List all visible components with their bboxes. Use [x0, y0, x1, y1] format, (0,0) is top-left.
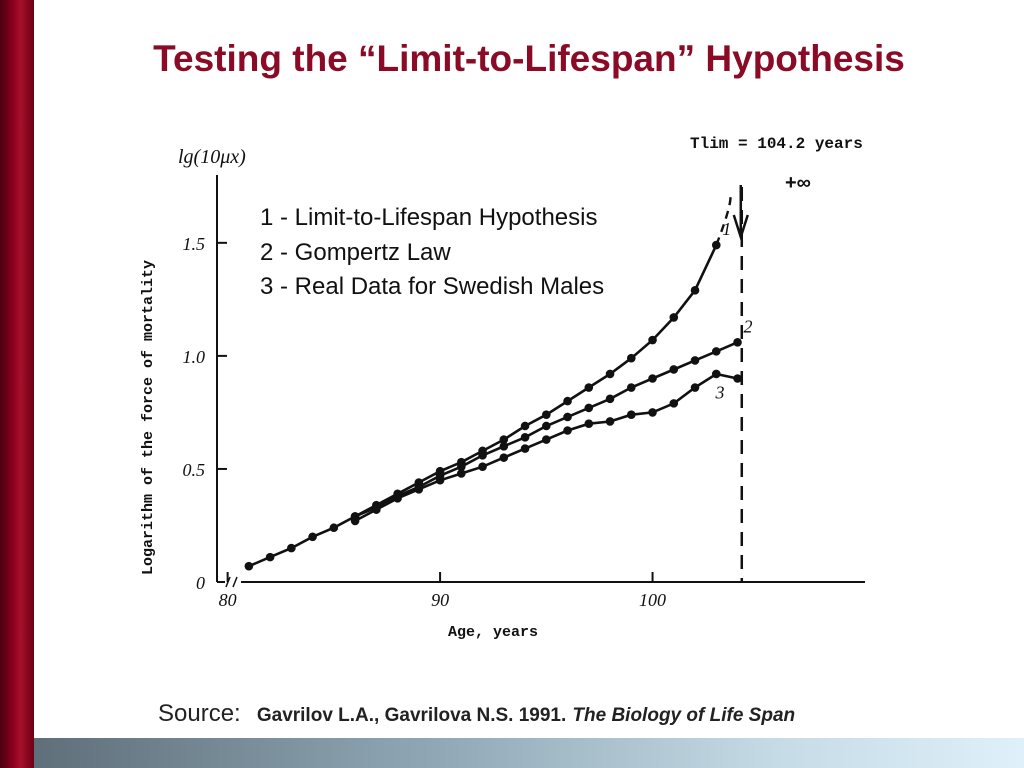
slide-bottom-accent-bar: [34, 738, 1024, 768]
series-2-line: [248, 341, 739, 568]
series-3-point: [626, 410, 636, 419]
series-1-point: [520, 421, 530, 431]
series-2-point: [733, 338, 742, 347]
series-3-point: [711, 369, 721, 379]
series-3-point: [542, 435, 551, 444]
series-2-point: [669, 365, 679, 374]
y-tick-label: 0.5: [183, 460, 206, 480]
chart-labels: lg(10μx) Logarithm of the force of morta…: [140, 135, 863, 641]
series-2-label: 2: [744, 316, 753, 336]
series-3-point: [372, 505, 381, 514]
series-3-line: [354, 372, 738, 523]
series-1-asymptote-dashed: [715, 192, 732, 246]
series-2-point: [287, 543, 296, 553]
series-1-point: [605, 369, 615, 379]
series-2-point: [542, 421, 551, 431]
legend-entry-2: 2 - Gompertz Law: [260, 239, 451, 266]
series-3-point: [563, 426, 572, 435]
series-1-point: [563, 396, 572, 406]
series-3-point: [669, 399, 679, 408]
series-1-point: [499, 435, 509, 444]
series-3-point: [478, 462, 487, 471]
series-2-point: [244, 561, 254, 571]
series-3-point: [499, 453, 509, 462]
series-1-point: [584, 383, 594, 392]
y-axis-label: Logarithm of the force of mortality: [140, 260, 157, 575]
series-2-point: [690, 356, 700, 365]
series-3-label: 3: [715, 383, 725, 403]
x-tick-label: 80: [219, 590, 237, 610]
series-3-point: [435, 475, 445, 485]
series-3-point: [733, 374, 742, 383]
series-2-point: [329, 523, 339, 533]
slide-left-accent-bar: [0, 0, 34, 768]
series-3-point: [520, 444, 530, 453]
source-reference: Gavrilov L.A., Gavrilova N.S. 1991.: [256, 705, 567, 726]
series-2-point: [478, 451, 487, 460]
series-2-point: [711, 347, 721, 356]
series-3-point: [414, 484, 424, 494]
series-3-point: [605, 417, 615, 426]
series-2-point: [626, 383, 636, 392]
series-3-point: [648, 408, 657, 417]
series-3-point: [393, 494, 402, 503]
series-2-point: [457, 462, 466, 471]
series-1-point: [626, 353, 636, 363]
series-3-point: [584, 419, 594, 429]
series-2-point: [499, 442, 509, 451]
series-2-point: [563, 412, 572, 422]
limit-arrow-head: [732, 214, 749, 242]
chart-axes: [216, 175, 865, 588]
infinity-annotation: +∞: [785, 172, 811, 194]
y-tick-label: 1.0: [183, 347, 206, 367]
mortality-chart: 0 0.5 1.0 1.5 80 90 100 1 2 3 lg(10μx) Logarithm…: [140, 135, 865, 641]
chart-series: 1 2 3: [244, 192, 753, 571]
series-1-label: 1: [722, 219, 731, 239]
source-label: Source:: [158, 700, 241, 727]
series-1-point: [648, 335, 657, 345]
source-book-title: The Biology of Life Span: [572, 705, 796, 726]
tlim-annotation: Tlim = 104.2 years: [690, 135, 863, 153]
chart-ticks: 0 0.5 1.0 1.5 80 90 100: [183, 234, 667, 610]
y-tick-label: 0: [196, 573, 205, 593]
series-3-point: [457, 469, 466, 478]
source-citation: Source: Gavrilov L.A., Gavrilova N.S. 19…: [158, 700, 795, 728]
series-2-point: [605, 394, 615, 404]
series-2-point: [584, 403, 594, 413]
y-tick-label: 1.5: [183, 234, 206, 254]
series-1-point: [690, 286, 700, 295]
legend-entry-1: 1 - Limit-to-Lifespan Hypothesis: [260, 204, 597, 231]
series-2-point: [265, 552, 275, 562]
x-tick-label: 100: [639, 590, 666, 610]
slide-title: Testing the “Limit-to-Lifespan” Hypothes…: [153, 38, 905, 79]
series-1-point: [669, 313, 679, 322]
series-1-point: [542, 410, 551, 419]
legend-entry-3: 3 - Real Data for Swedish Males: [260, 273, 604, 300]
x-axis-label: Age, years: [448, 624, 538, 641]
series-2-point: [648, 374, 657, 383]
series-2-point: [308, 532, 317, 542]
series-3-point: [350, 516, 360, 526]
y-axis-top-label: lg(10μx): [178, 146, 246, 168]
series-3-point: [690, 383, 700, 392]
series-2-point: [520, 432, 530, 442]
x-tick-label: 90: [431, 590, 449, 610]
